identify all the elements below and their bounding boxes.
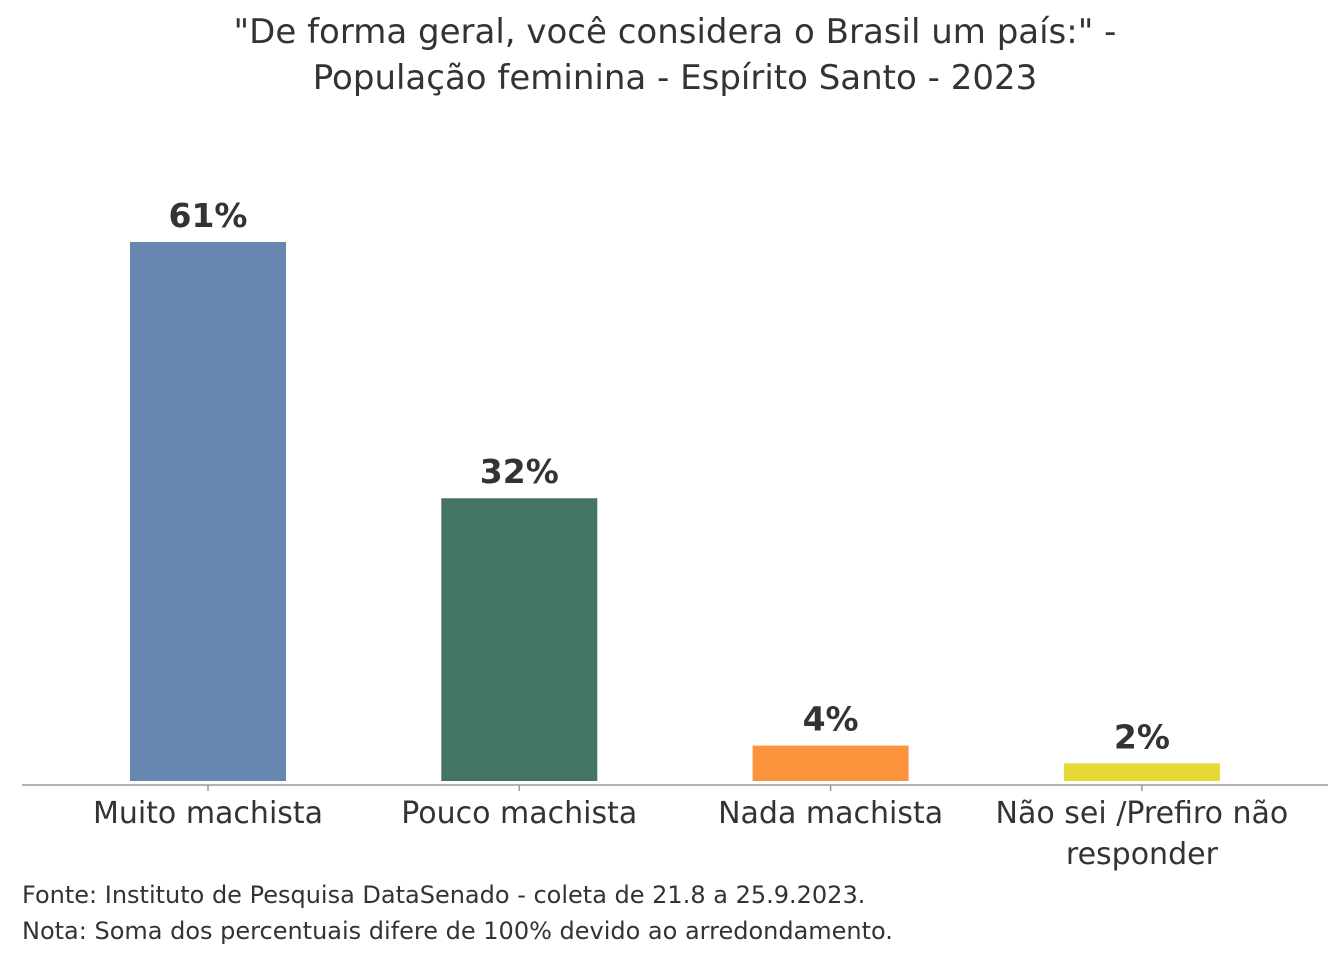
bar (1063, 763, 1220, 781)
x-tick-label: Pouco machista (401, 796, 637, 831)
bar (441, 498, 598, 781)
data-label: 2% (1114, 717, 1170, 756)
data-label: 4% (803, 700, 859, 739)
x-tick-label: Não sei /Prefiro não (996, 796, 1289, 831)
data-label: 32% (480, 452, 559, 491)
x-tick-label: responder (1066, 837, 1219, 872)
x-tick-label: Muito machista (93, 796, 323, 831)
x-tick-label: Nada machista (718, 796, 943, 831)
source-note: Fonte: Instituto de Pesquisa DataSenado … (22, 881, 865, 909)
chart-title-line-2: População feminina - Espírito Santo - 20… (313, 58, 1037, 98)
data-label: 61% (169, 196, 248, 235)
chart-title-line-1: "De forma geral, você considera o Brasil… (234, 12, 1117, 52)
bar (130, 242, 286, 781)
rounding-note: Nota: Soma dos percentuais difere de 100… (22, 917, 893, 945)
bar (752, 745, 909, 781)
